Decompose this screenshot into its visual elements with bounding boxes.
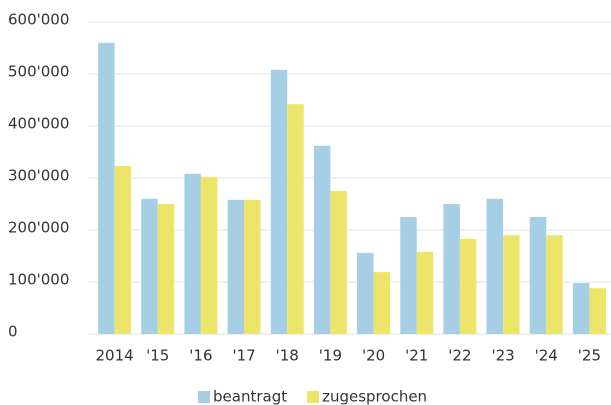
bar <box>400 217 417 334</box>
bar <box>357 252 374 334</box>
x-tick-label: '17 <box>232 347 255 365</box>
y-tick-label: 500'000 <box>8 63 69 81</box>
bar <box>572 283 590 334</box>
bar <box>459 238 477 334</box>
bar <box>373 272 391 334</box>
x-tick-label: '24 <box>535 347 558 365</box>
bar <box>200 176 218 334</box>
bar <box>244 199 261 334</box>
y-tick-label: 300'000 <box>8 167 69 185</box>
y-tick-label: 0 <box>8 323 18 341</box>
legend-swatch <box>198 391 210 403</box>
x-tick-label: '19 <box>319 347 342 365</box>
bar <box>529 217 547 334</box>
x-tick-label: '20 <box>362 347 385 365</box>
x-tick-label: '21 <box>405 347 428 365</box>
legend-label: beantragt <box>213 388 287 405</box>
y-tick-label: 600'000 <box>8 11 69 29</box>
legend-swatch <box>307 391 320 403</box>
bar <box>227 199 245 334</box>
bar <box>114 166 132 334</box>
bar <box>157 204 175 334</box>
bar <box>546 235 563 334</box>
y-tick-label: 200'000 <box>8 219 69 237</box>
y-tick-label: 100'000 <box>8 271 69 289</box>
x-tick-label: '25 <box>578 347 601 365</box>
bar <box>270 69 288 334</box>
bar <box>98 42 115 335</box>
bar <box>313 145 331 334</box>
legend-label: zugesprochen <box>322 388 427 405</box>
bar <box>330 191 347 334</box>
bar <box>589 288 606 334</box>
bar <box>184 173 201 334</box>
x-tick-label: '15 <box>146 347 169 365</box>
x-tick-label: '16 <box>189 347 212 365</box>
x-tick-label: '18 <box>276 347 299 365</box>
x-tick-label: '23 <box>491 347 514 365</box>
bar <box>486 198 504 334</box>
bar <box>141 198 158 334</box>
bar <box>503 235 520 334</box>
bar <box>416 251 434 334</box>
bar <box>287 104 304 334</box>
bar <box>443 204 460 334</box>
y-tick-label: 400'000 <box>8 115 69 133</box>
x-tick-label: 2014 <box>95 347 133 365</box>
x-tick-label: '22 <box>448 347 471 365</box>
